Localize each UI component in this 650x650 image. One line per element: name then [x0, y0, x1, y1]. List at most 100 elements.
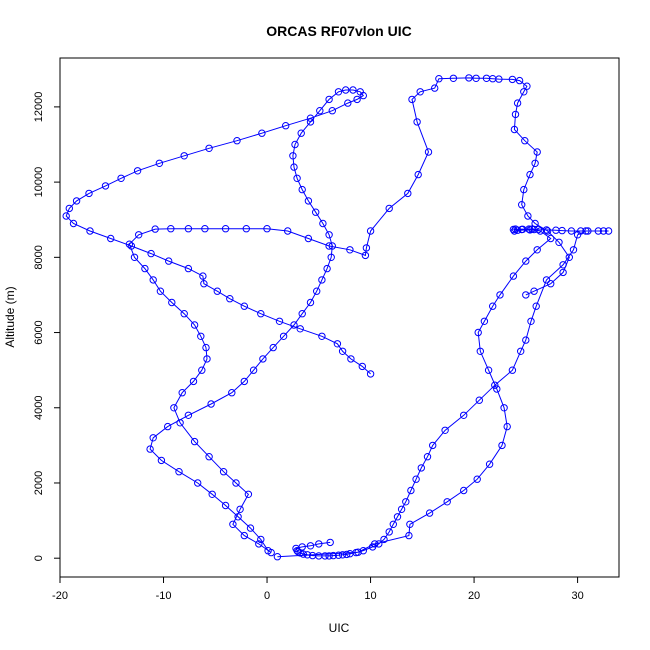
series-2	[125, 74, 573, 557]
data-point	[393, 513, 402, 521]
x-tick-label: 10	[364, 590, 376, 602]
data-point	[205, 453, 213, 461]
data-point	[259, 355, 267, 363]
data-point	[308, 551, 317, 560]
data-point	[273, 553, 282, 561]
data-point	[316, 107, 324, 115]
data-point	[149, 434, 157, 442]
data-point	[323, 264, 331, 273]
data-point	[569, 246, 578, 254]
x-axis-label: UIC	[329, 621, 350, 635]
data-point	[510, 125, 519, 134]
data-point	[303, 551, 312, 559]
data-point	[133, 167, 142, 175]
data-point	[414, 170, 422, 179]
y-axis: 0 2000 4000 6000 8000 10000 12000	[33, 92, 60, 561]
data-point	[180, 152, 188, 160]
data-point	[417, 464, 425, 472]
data-point	[146, 445, 154, 453]
data-point	[425, 509, 434, 517]
data-point	[413, 118, 421, 126]
data-point	[86, 227, 94, 235]
y-axis-label: Altitude (m)	[3, 286, 17, 347]
data-point	[117, 174, 125, 183]
data-point	[344, 99, 352, 107]
data-point	[416, 88, 424, 96]
data-point	[168, 298, 176, 307]
data-point	[221, 501, 230, 510]
data-point	[362, 244, 371, 252]
data-point	[346, 246, 354, 254]
data-point	[207, 400, 215, 408]
data-point	[519, 225, 527, 234]
data-point	[435, 75, 443, 83]
data-point	[349, 86, 357, 94]
data-point	[424, 148, 433, 156]
data-point	[473, 475, 481, 483]
data-point	[325, 95, 333, 104]
data-point	[402, 498, 410, 506]
x-tick-label: -10	[156, 590, 172, 602]
data-point	[282, 122, 290, 130]
data-point	[289, 152, 297, 160]
data-point	[338, 551, 347, 559]
data-point	[246, 524, 255, 532]
data-point	[508, 75, 517, 84]
data-point	[240, 531, 249, 540]
data-point	[201, 225, 209, 233]
data-point	[197, 332, 205, 340]
data-point	[202, 343, 210, 352]
series-3	[62, 86, 375, 555]
data-point	[526, 170, 534, 179]
data-point	[199, 272, 207, 280]
chart-title: ORCAS RF07vlon UIC	[266, 23, 411, 39]
data-point	[558, 226, 566, 235]
data-point	[389, 520, 397, 528]
data-point	[333, 340, 342, 348]
data-point	[460, 411, 468, 419]
data-point	[257, 310, 265, 318]
data-point	[476, 347, 484, 355]
data-point	[297, 129, 305, 137]
data-point	[511, 225, 520, 233]
data-point	[72, 197, 81, 205]
data-point	[62, 212, 70, 220]
data-point	[178, 389, 186, 397]
data-point	[101, 182, 110, 190]
data-point	[547, 280, 555, 288]
data-point	[156, 287, 165, 295]
data-point	[375, 540, 383, 548]
data-point	[194, 479, 202, 487]
data-point	[532, 302, 540, 310]
data-point	[315, 540, 323, 548]
data-point	[385, 528, 393, 536]
data-point	[582, 227, 590, 235]
data-point	[543, 227, 552, 235]
data-point	[264, 547, 272, 555]
data-point	[135, 231, 143, 239]
data-point	[423, 453, 432, 461]
data-point	[263, 225, 271, 233]
data-point	[65, 204, 74, 213]
x-tick-label: -20	[52, 590, 68, 602]
data-point	[319, 219, 327, 228]
data-point	[346, 550, 354, 558]
data-point	[326, 538, 334, 547]
data-point	[508, 366, 517, 374]
data-point	[213, 287, 222, 295]
data-point	[284, 227, 292, 235]
data-point	[165, 257, 173, 265]
data-point	[493, 385, 501, 393]
data-point	[397, 505, 406, 513]
data-point	[509, 272, 518, 280]
data-point	[503, 422, 511, 431]
data-point	[584, 227, 592, 235]
data-point	[343, 550, 351, 559]
data-point	[599, 227, 608, 235]
data-point	[205, 144, 213, 153]
data-point	[412, 475, 420, 483]
data-point	[198, 366, 206, 374]
data-point	[366, 370, 375, 378]
plot-frame	[59, 57, 620, 578]
data-point	[233, 137, 241, 145]
